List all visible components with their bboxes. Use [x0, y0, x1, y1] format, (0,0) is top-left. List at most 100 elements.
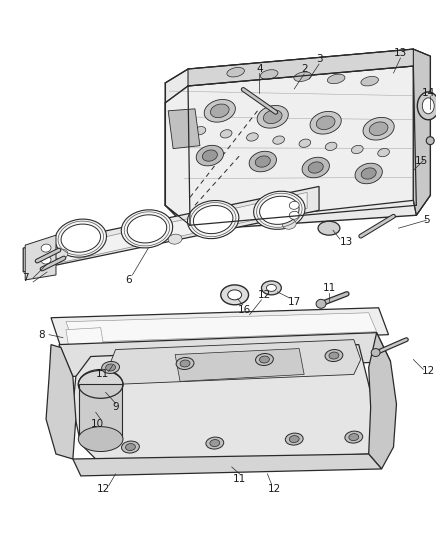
Text: 13: 13	[394, 48, 407, 58]
Ellipse shape	[329, 352, 339, 359]
Ellipse shape	[227, 68, 244, 77]
Text: 11: 11	[322, 283, 336, 293]
Polygon shape	[175, 349, 304, 382]
Ellipse shape	[263, 110, 282, 124]
Polygon shape	[413, 49, 430, 215]
Polygon shape	[46, 345, 76, 459]
Ellipse shape	[102, 361, 120, 374]
Ellipse shape	[204, 100, 235, 122]
Ellipse shape	[325, 142, 337, 150]
Ellipse shape	[210, 440, 220, 447]
Ellipse shape	[355, 163, 382, 184]
Polygon shape	[66, 313, 377, 343]
Ellipse shape	[180, 360, 190, 367]
Text: 2: 2	[301, 64, 307, 74]
Ellipse shape	[310, 111, 341, 134]
Ellipse shape	[285, 433, 303, 445]
Ellipse shape	[289, 201, 299, 209]
Ellipse shape	[361, 168, 376, 179]
Polygon shape	[59, 333, 391, 376]
Ellipse shape	[121, 210, 173, 248]
Text: 13: 13	[340, 237, 353, 247]
Text: 6: 6	[125, 275, 132, 285]
Text: 9: 9	[112, 402, 119, 412]
Ellipse shape	[349, 434, 359, 441]
Polygon shape	[51, 308, 389, 348]
Ellipse shape	[289, 435, 299, 442]
Ellipse shape	[259, 356, 269, 363]
Polygon shape	[73, 345, 378, 464]
Ellipse shape	[422, 98, 434, 114]
Text: 4: 4	[256, 64, 263, 74]
Polygon shape	[36, 192, 307, 268]
Ellipse shape	[261, 281, 281, 295]
Ellipse shape	[55, 219, 106, 257]
Ellipse shape	[220, 130, 232, 138]
Ellipse shape	[426, 136, 434, 144]
Ellipse shape	[260, 196, 299, 224]
Text: 10: 10	[91, 419, 104, 429]
Polygon shape	[23, 187, 319, 272]
Polygon shape	[79, 384, 123, 439]
Ellipse shape	[41, 256, 51, 264]
Polygon shape	[109, 340, 361, 384]
Text: 15: 15	[415, 156, 428, 166]
Ellipse shape	[255, 156, 270, 167]
Text: 12: 12	[97, 484, 110, 494]
Text: 11: 11	[233, 474, 246, 484]
Ellipse shape	[254, 191, 305, 229]
Ellipse shape	[61, 224, 101, 252]
Ellipse shape	[249, 151, 276, 172]
Ellipse shape	[325, 350, 343, 361]
Ellipse shape	[121, 441, 139, 453]
Polygon shape	[66, 328, 106, 360]
Ellipse shape	[302, 157, 329, 178]
Ellipse shape	[345, 431, 363, 443]
Polygon shape	[165, 66, 413, 225]
Ellipse shape	[316, 116, 335, 130]
Polygon shape	[188, 49, 430, 86]
Ellipse shape	[41, 244, 51, 252]
Ellipse shape	[187, 200, 239, 239]
Text: 16: 16	[238, 305, 251, 315]
Ellipse shape	[106, 364, 116, 371]
Text: 12: 12	[268, 484, 281, 494]
Ellipse shape	[228, 290, 242, 300]
Text: 11: 11	[96, 369, 109, 379]
Ellipse shape	[327, 74, 345, 84]
Text: 8: 8	[38, 329, 44, 340]
Ellipse shape	[363, 117, 394, 140]
Ellipse shape	[294, 72, 311, 82]
Ellipse shape	[78, 426, 123, 451]
Ellipse shape	[78, 369, 123, 399]
Ellipse shape	[127, 215, 167, 243]
Ellipse shape	[194, 206, 233, 233]
Text: 3: 3	[316, 54, 322, 64]
Ellipse shape	[257, 106, 288, 128]
Ellipse shape	[247, 133, 258, 141]
Ellipse shape	[299, 139, 311, 147]
Text: 12: 12	[422, 367, 435, 376]
Text: 17: 17	[288, 297, 301, 307]
Ellipse shape	[361, 76, 378, 86]
Ellipse shape	[260, 70, 278, 79]
Ellipse shape	[168, 234, 182, 244]
Ellipse shape	[176, 358, 194, 369]
Ellipse shape	[54, 249, 68, 259]
Ellipse shape	[273, 136, 284, 144]
Ellipse shape	[194, 126, 206, 135]
Ellipse shape	[255, 353, 273, 366]
Text: 14: 14	[422, 88, 435, 98]
Ellipse shape	[369, 122, 388, 135]
Ellipse shape	[417, 92, 438, 120]
Polygon shape	[73, 454, 381, 476]
Ellipse shape	[125, 443, 135, 450]
Polygon shape	[190, 56, 428, 103]
Ellipse shape	[371, 349, 380, 357]
Ellipse shape	[351, 146, 363, 154]
Ellipse shape	[210, 104, 229, 118]
Polygon shape	[168, 109, 200, 149]
Ellipse shape	[308, 162, 323, 173]
Ellipse shape	[316, 300, 326, 308]
Text: 12: 12	[258, 290, 271, 300]
